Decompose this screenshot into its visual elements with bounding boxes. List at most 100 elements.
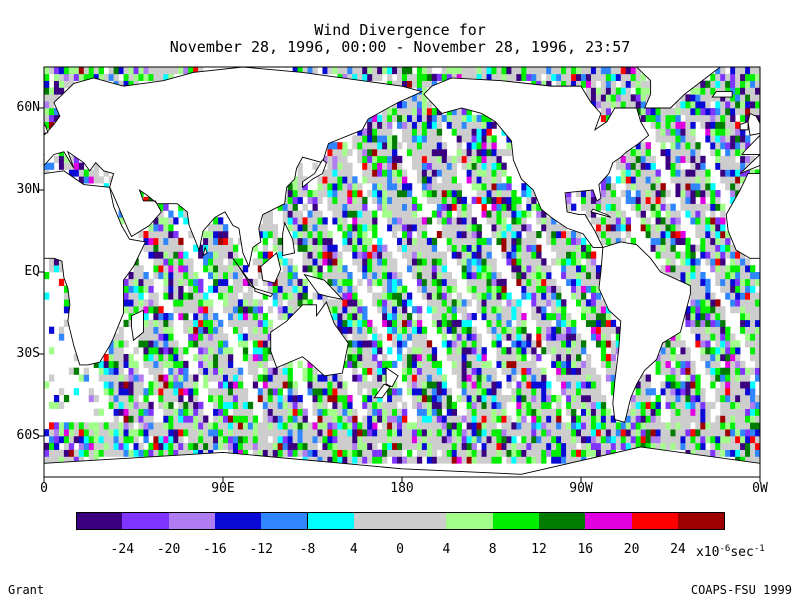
divergence-cell <box>605 176 612 184</box>
divergence-cell <box>476 395 482 403</box>
divergence-cell <box>237 285 244 293</box>
divergence-cell <box>585 278 592 286</box>
divergence-cell <box>750 292 756 300</box>
divergence-cell <box>585 422 592 430</box>
divergence-cell <box>471 73 477 81</box>
divergence-cell <box>128 429 134 437</box>
divergence-cell <box>382 176 388 184</box>
divergence-cell <box>426 374 433 382</box>
divergence-cell <box>506 203 512 211</box>
divergence-cell <box>218 333 224 341</box>
divergence-cell <box>645 203 651 211</box>
divergence-cell <box>640 80 646 88</box>
divergence-cell <box>377 128 383 136</box>
divergence-cell <box>227 319 234 327</box>
divergence-cell <box>436 395 443 403</box>
divergence-cell <box>78 73 85 81</box>
divergence-cell <box>317 251 323 259</box>
divergence-cell <box>516 210 522 218</box>
divergence-cell <box>511 196 517 204</box>
divergence-cell <box>402 401 408 409</box>
divergence-cell <box>173 306 179 314</box>
divergence-cell <box>247 319 254 327</box>
divergence-cell <box>232 395 239 403</box>
divergence-cell <box>392 326 398 334</box>
divergence-cell <box>188 436 194 444</box>
divergence-cell <box>277 374 283 382</box>
divergence-cell <box>98 449 104 457</box>
divergence-cell <box>695 231 701 239</box>
divergence-cell <box>322 237 328 245</box>
divergence-cell <box>44 272 50 280</box>
divergence-cell <box>730 442 736 450</box>
divergence-cell <box>625 429 632 437</box>
divergence-cell <box>103 367 109 375</box>
divergence-cell <box>337 169 343 177</box>
divergence-cell <box>262 244 269 252</box>
divergence-cell <box>208 231 214 239</box>
divergence-cell <box>471 436 477 444</box>
landmass <box>260 252 282 284</box>
divergence-cell <box>397 388 403 396</box>
divergence-cell <box>302 429 308 437</box>
divergence-cell <box>750 436 756 444</box>
divergence-cell <box>620 162 627 170</box>
divergence-cell <box>640 203 646 211</box>
divergence-cell <box>640 224 646 232</box>
divergence-cell <box>471 395 477 403</box>
divergence-cell <box>561 429 567 437</box>
divergence-cell <box>48 258 55 266</box>
divergence-cell <box>585 354 592 362</box>
divergence-cell <box>620 190 627 198</box>
divergence-cell <box>178 429 184 437</box>
divergence-cell <box>595 217 602 225</box>
divergence-cell <box>481 299 487 307</box>
divergence-cell <box>740 436 746 444</box>
divergence-cell <box>620 176 627 184</box>
divergence-cell <box>411 108 418 116</box>
divergence-cell <box>685 94 691 102</box>
landmass <box>44 446 760 477</box>
divergence-cell <box>735 278 741 286</box>
divergence-cell <box>327 67 333 75</box>
divergence-cell <box>262 415 269 423</box>
divergence-cell <box>685 176 691 184</box>
divergence-cell <box>322 449 328 457</box>
divergence-cell <box>78 449 85 457</box>
divergence-cell <box>695 292 701 300</box>
divergence-cell <box>387 176 393 184</box>
divergence-cell <box>317 401 323 409</box>
divergence-cell <box>551 456 557 464</box>
divergence-cell <box>267 285 274 293</box>
divergence-cell <box>327 258 333 266</box>
divergence-cell <box>382 251 388 259</box>
divergence-cell <box>456 108 462 116</box>
divergence-cell <box>397 203 403 211</box>
divergence-cell <box>590 408 597 416</box>
colorbar-swatch <box>168 512 216 530</box>
divergence-cell <box>347 73 353 81</box>
divergence-cell <box>58 326 65 334</box>
divergence-cell <box>466 155 472 163</box>
divergence-cell <box>466 176 472 184</box>
divergence-cell <box>178 374 184 382</box>
divergence-cell <box>237 401 244 409</box>
divergence-cell <box>670 217 676 225</box>
divergence-cell <box>566 422 572 430</box>
divergence-cell <box>476 429 482 437</box>
divergence-cell <box>715 333 721 341</box>
divergence-cell <box>705 408 711 416</box>
divergence-cell <box>257 436 264 444</box>
divergence-cell <box>605 108 612 116</box>
divergence-cell <box>193 442 199 450</box>
divergence-cell <box>665 442 671 450</box>
divergence-cell <box>103 388 109 396</box>
divergence-cell <box>342 190 348 198</box>
divergence-cell <box>695 326 701 334</box>
divergence-cell <box>143 408 149 416</box>
divergence-cell <box>213 436 219 444</box>
divergence-cell <box>411 272 418 280</box>
divergence-cell <box>441 299 448 307</box>
divergence-cell <box>357 142 363 150</box>
divergence-cell <box>571 388 577 396</box>
